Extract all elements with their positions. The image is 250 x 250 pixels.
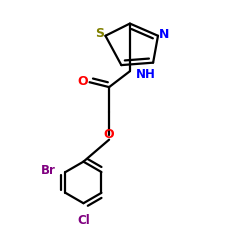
Text: O: O: [104, 128, 115, 141]
Text: Cl: Cl: [77, 214, 90, 227]
Text: O: O: [77, 75, 88, 88]
Text: Br: Br: [41, 164, 56, 177]
Text: S: S: [95, 27, 104, 40]
Text: NH: NH: [136, 68, 156, 82]
Text: N: N: [159, 28, 169, 41]
